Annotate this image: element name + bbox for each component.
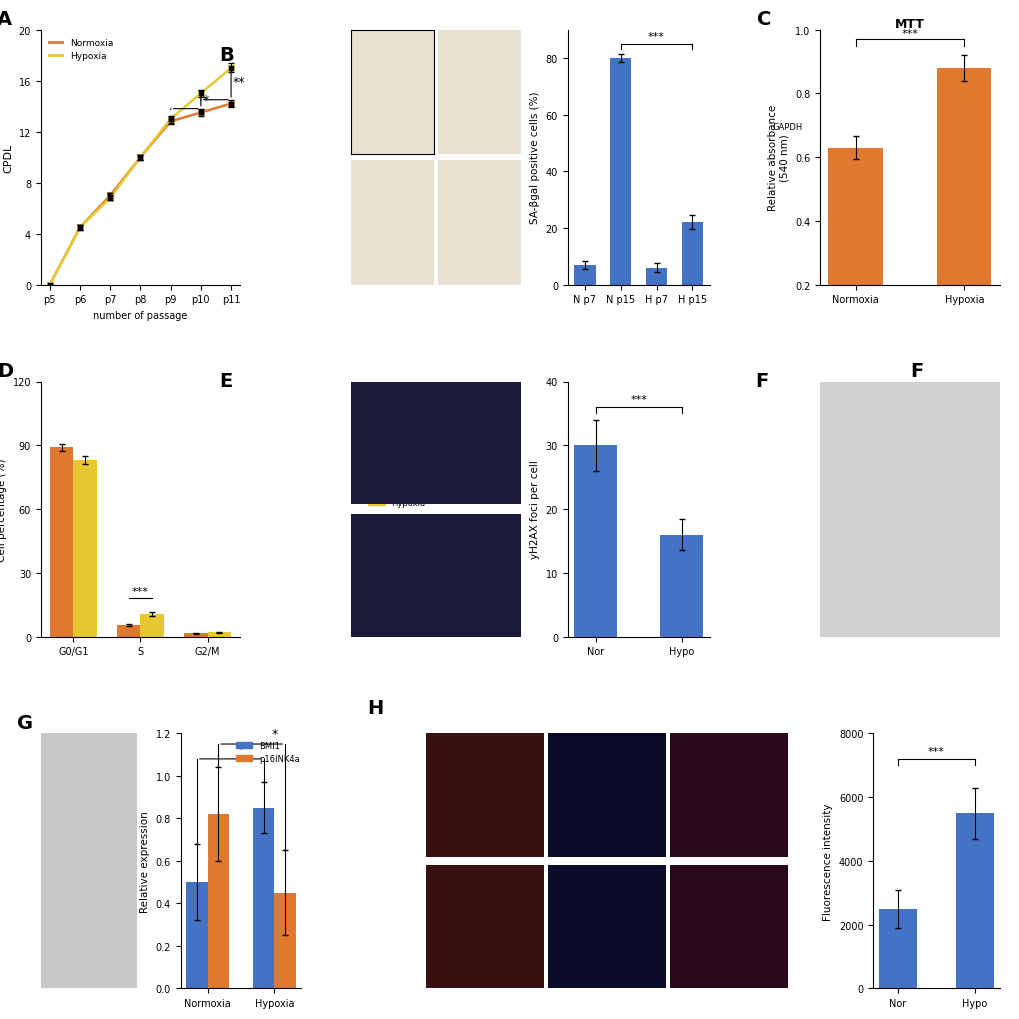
- Bar: [609, 59, 631, 285]
- Bar: [955, 813, 993, 988]
- Title: MTT: MTT: [894, 17, 924, 31]
- Text: *: *: [202, 94, 209, 107]
- Text: **: **: [232, 76, 245, 90]
- Text: D: D: [0, 362, 13, 381]
- Bar: [936, 68, 990, 348]
- Bar: [574, 446, 616, 637]
- Y-axis label: Relative absorbance
(540 nm): Relative absorbance (540 nm): [767, 105, 789, 211]
- Bar: [141, 614, 164, 637]
- Y-axis label: Cell percentage (%): Cell percentage (%): [0, 458, 7, 561]
- Text: H: H: [367, 698, 383, 717]
- X-axis label: number of passage: number of passage: [93, 311, 187, 321]
- Bar: [681, 223, 702, 285]
- Text: ***: ***: [630, 394, 646, 405]
- Bar: [827, 149, 881, 348]
- Y-axis label: Relative expression: Relative expression: [140, 810, 150, 912]
- Bar: [208, 633, 231, 637]
- Text: F: F: [754, 372, 767, 391]
- Bar: [117, 626, 141, 637]
- Bar: [878, 909, 916, 988]
- Text: *: *: [237, 742, 244, 755]
- Bar: [574, 266, 595, 285]
- Bar: [186, 882, 208, 988]
- Text: B: B: [219, 46, 233, 65]
- Text: GAPDH: GAPDH: [771, 123, 802, 131]
- Text: A: A: [0, 10, 12, 30]
- Bar: [208, 814, 229, 988]
- Text: ***: ***: [131, 587, 149, 596]
- Bar: [253, 808, 274, 988]
- Y-axis label: yH2AX foci per cell: yH2AX foci per cell: [530, 461, 540, 558]
- Bar: [183, 634, 208, 637]
- Legend: Normoxia, Hypoxia: Normoxia, Hypoxia: [365, 482, 435, 512]
- Text: ***: ***: [647, 32, 664, 42]
- Bar: [50, 448, 73, 637]
- Y-axis label: SA-βgal positive cells (%): SA-βgal positive cells (%): [530, 92, 540, 224]
- Bar: [659, 535, 702, 637]
- Text: ***: ***: [901, 29, 917, 39]
- Legend: Normoxia, Hypoxia: Normoxia, Hypoxia: [45, 35, 116, 65]
- Y-axis label: Fluorescence intensity: Fluorescence intensity: [822, 802, 833, 920]
- Text: G: G: [16, 713, 33, 733]
- Text: E: E: [219, 372, 232, 391]
- Text: *: *: [271, 728, 277, 740]
- Bar: [645, 268, 666, 285]
- Text: ***: ***: [927, 746, 944, 756]
- Legend: BMI1, p16INK4a: BMI1, p16INK4a: [232, 738, 303, 766]
- Text: C: C: [757, 10, 771, 30]
- Y-axis label: CPDL: CPDL: [3, 144, 13, 172]
- Bar: [73, 461, 97, 637]
- Bar: [274, 893, 296, 988]
- Text: F: F: [909, 362, 922, 381]
